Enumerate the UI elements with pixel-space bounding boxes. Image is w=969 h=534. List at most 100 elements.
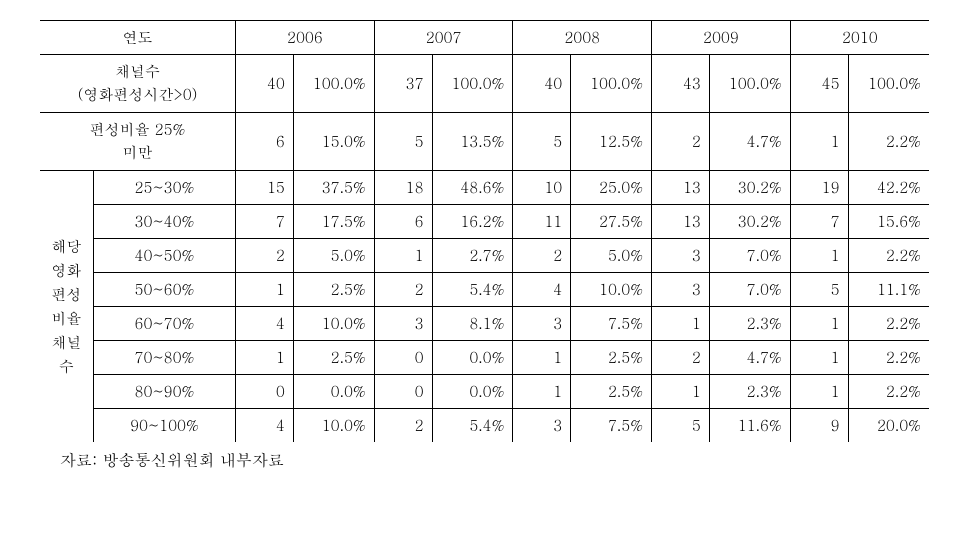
value-count: 15 xyxy=(236,171,294,205)
value-count: 3 xyxy=(652,273,710,307)
value-count: 6 xyxy=(374,205,432,239)
value-count: 3 xyxy=(513,409,571,443)
value-count: 1 xyxy=(652,375,710,409)
value-count: 19 xyxy=(790,171,848,205)
value-percent: 10.0% xyxy=(293,409,374,443)
value-percent: 2.5% xyxy=(571,375,652,409)
value-count: 37 xyxy=(374,55,432,113)
value-count: 1 xyxy=(513,375,571,409)
header-year: 2009 xyxy=(652,21,791,55)
value-count: 3 xyxy=(513,307,571,341)
value-count: 5 xyxy=(652,409,710,443)
value-count: 2 xyxy=(513,239,571,273)
value-count: 40 xyxy=(236,55,294,113)
header-year: 2007 xyxy=(374,21,513,55)
value-count: 2 xyxy=(652,341,710,375)
value-count: 7 xyxy=(236,205,294,239)
value-count: 1 xyxy=(236,341,294,375)
value-percent: 30.2% xyxy=(709,171,790,205)
value-count: 9 xyxy=(790,409,848,443)
value-count: 10 xyxy=(513,171,571,205)
header-year-label: 연도 xyxy=(40,21,236,55)
value-percent: 42.2% xyxy=(848,171,929,205)
value-count: 3 xyxy=(652,239,710,273)
value-percent: 20.0% xyxy=(848,409,929,443)
value-percent: 100.0% xyxy=(571,55,652,113)
value-count: 1 xyxy=(790,307,848,341)
value-count: 1 xyxy=(236,273,294,307)
value-percent: 5.4% xyxy=(432,273,513,307)
value-percent: 11.6% xyxy=(709,409,790,443)
value-percent: 7.0% xyxy=(709,273,790,307)
value-count: 1 xyxy=(652,307,710,341)
value-count: 11 xyxy=(513,205,571,239)
value-percent: 10.0% xyxy=(293,307,374,341)
value-count: 7 xyxy=(790,205,848,239)
value-percent: 2.5% xyxy=(293,273,374,307)
value-percent: 15.6% xyxy=(848,205,929,239)
value-count: 1 xyxy=(790,375,848,409)
value-count: 45 xyxy=(790,55,848,113)
value-count: 40 xyxy=(513,55,571,113)
header-year: 2010 xyxy=(790,21,929,55)
row-label-range: 40~50% xyxy=(93,239,235,273)
value-percent: 16.2% xyxy=(432,205,513,239)
value-count: 4 xyxy=(513,273,571,307)
row-label-range: 90~100% xyxy=(93,409,235,443)
value-count: 43 xyxy=(652,55,710,113)
value-count: 1 xyxy=(790,113,848,171)
value-percent: 5.0% xyxy=(293,239,374,273)
value-count: 4 xyxy=(236,307,294,341)
value-count: 1 xyxy=(374,239,432,273)
row-label-range: 30~40% xyxy=(93,205,235,239)
header-year: 2006 xyxy=(236,21,375,55)
row-label-lt25: 편성비율 25%미만 xyxy=(40,113,236,171)
value-percent: 7.5% xyxy=(571,409,652,443)
value-count: 5 xyxy=(374,113,432,171)
value-percent: 0.0% xyxy=(293,375,374,409)
value-count: 4 xyxy=(236,409,294,443)
value-percent: 7.5% xyxy=(571,307,652,341)
source-note: 자료: 방송통신위원회 내부자료 xyxy=(40,442,929,471)
value-count: 1 xyxy=(790,341,848,375)
value-count: 5 xyxy=(513,113,571,171)
value-count: 6 xyxy=(236,113,294,171)
value-count: 13 xyxy=(652,171,710,205)
value-percent: 30.2% xyxy=(709,205,790,239)
value-percent: 100.0% xyxy=(709,55,790,113)
value-count: 5 xyxy=(790,273,848,307)
value-count: 1 xyxy=(790,239,848,273)
value-percent: 8.1% xyxy=(432,307,513,341)
value-percent: 2.3% xyxy=(709,375,790,409)
value-percent: 2.2% xyxy=(848,341,929,375)
value-percent: 2.5% xyxy=(571,341,652,375)
value-count: 2 xyxy=(374,409,432,443)
value-percent: 13.5% xyxy=(432,113,513,171)
header-year: 2008 xyxy=(513,21,652,55)
value-percent: 17.5% xyxy=(293,205,374,239)
value-count: 13 xyxy=(652,205,710,239)
value-count: 2 xyxy=(652,113,710,171)
value-percent: 4.7% xyxy=(709,341,790,375)
value-count: 1 xyxy=(513,341,571,375)
value-percent: 0.0% xyxy=(432,375,513,409)
value-count: 0 xyxy=(374,375,432,409)
row-group-label: 해당영화편성비율채널수 xyxy=(40,171,93,443)
value-percent: 2.2% xyxy=(848,375,929,409)
value-percent: 2.3% xyxy=(709,307,790,341)
value-percent: 37.5% xyxy=(293,171,374,205)
value-count: 2 xyxy=(236,239,294,273)
value-percent: 2.2% xyxy=(848,239,929,273)
value-percent: 11.1% xyxy=(848,273,929,307)
value-percent: 100.0% xyxy=(432,55,513,113)
row-label-range: 60~70% xyxy=(93,307,235,341)
value-percent: 7.0% xyxy=(709,239,790,273)
value-percent: 100.0% xyxy=(293,55,374,113)
value-percent: 100.0% xyxy=(848,55,929,113)
value-percent: 0.0% xyxy=(432,341,513,375)
value-count: 0 xyxy=(374,341,432,375)
row-label-range: 50~60% xyxy=(93,273,235,307)
value-percent: 48.6% xyxy=(432,171,513,205)
value-percent: 2.2% xyxy=(848,307,929,341)
data-table: 연도20062007200820092010채널수(영화편성시간>0)40100… xyxy=(40,20,929,442)
